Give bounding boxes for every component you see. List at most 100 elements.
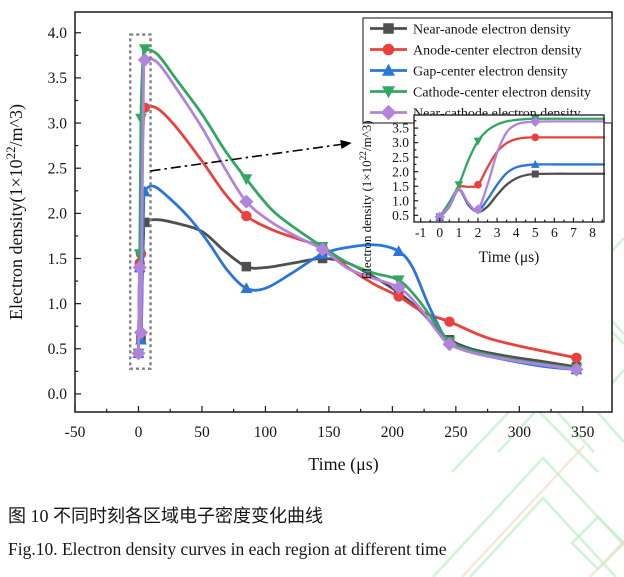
x-tick-label: 250 (444, 424, 468, 441)
y-tick-label: 3.0 (48, 115, 68, 132)
zoom-callout-arrow-line (150, 142, 352, 172)
watermark-peach-shape (589, 540, 624, 577)
x-tick-label: -1 (415, 225, 426, 240)
y-tick-label: 1.5 (48, 251, 68, 268)
caption-english: Fig.10. Electron density curves in each … (8, 539, 447, 559)
x-tick-label: 300 (508, 424, 532, 441)
x-tick-label: 50 (194, 424, 210, 441)
legend-label-anode_center: Anode-center electron density (413, 43, 582, 58)
legend-item-anode_center: Anode-center electron density (370, 43, 582, 58)
watermark-green-shape (469, 496, 617, 577)
series-gap_center-marker (392, 245, 405, 257)
series-near_cathode-marker (137, 52, 152, 67)
x-tick-label: 4 (513, 225, 520, 240)
x-tick-label: 350 (571, 424, 595, 441)
x-tick-label: 6 (551, 225, 558, 240)
series-layer-inset (434, 115, 605, 222)
series-near_anode-marker (241, 261, 252, 272)
series-near_cathode-marker (391, 280, 406, 295)
legend-item-gap_center: Gap-center electron density (370, 63, 568, 79)
series-near_cathode-marker (434, 211, 445, 222)
legend: Near-anode electron density Anode-center … (362, 17, 613, 124)
legend-marker-square (383, 23, 394, 34)
series-cathode_center-marker (240, 174, 253, 186)
watermark-green-shape (570, 515, 624, 571)
x-tick-label: -50 (65, 424, 86, 441)
y-tick-label: 1.0 (392, 193, 409, 208)
y-tick-label: 3.0 (392, 135, 409, 150)
series-anode_center-marker (393, 291, 404, 302)
watermark-peach-shape (461, 445, 585, 577)
watermark-green-shape (432, 456, 624, 577)
series-anode_center-marker (571, 352, 582, 364)
series-cathode_center-marker (473, 137, 483, 146)
legend-label-cathode_center: Cathode-center electron density (413, 85, 591, 100)
series-near_cathode-marker (133, 325, 149, 340)
chart-inset: -1 0 1 2 3 4 5 6 7 8 0.51.01.52.02.53.03.5 Time (μs… (359, 114, 605, 280)
plot-area-inset (414, 115, 604, 222)
series-near_anode-marker (531, 170, 539, 178)
x-tick-label: 100 (254, 424, 278, 441)
x-tick-label: 1 (455, 225, 462, 240)
series-near_cathode-marker (569, 362, 584, 377)
series-anode_center-marker (444, 316, 455, 327)
series-anode_center-marker (474, 180, 482, 189)
y-tick-label: 4.0 (48, 25, 68, 42)
y-tick-label: 2.0 (392, 164, 409, 179)
series-near_cathode-marker (131, 346, 146, 361)
series-cathode_center-line (438, 117, 605, 218)
y-axis-label-main: Electron density(1×1022/m^3) (3, 104, 27, 320)
y-tick-label: 1.5 (392, 179, 409, 194)
y-axis-label-inset: Electron density (1×1022/m^3) (359, 120, 374, 279)
series-gap_center-marker (530, 159, 540, 168)
series-near_cathode-marker (442, 337, 457, 352)
series-near_cathode-marker (239, 194, 254, 209)
zoom-region-dashed-box (129, 33, 152, 370)
y-tick-label: 2.5 (392, 150, 409, 165)
y-tick-label: 3.5 (392, 121, 409, 136)
caption-chinese: 图 10 不同时刻各区域电子密度变化曲线 (8, 506, 323, 526)
x-axis-label-main: Time (μs) (308, 454, 379, 475)
legend-marker-diamond (380, 104, 397, 121)
x-tick-label: 200 (381, 424, 405, 441)
series-near_cathode-marker (530, 116, 541, 127)
legend-marker-triangle-up (381, 63, 396, 76)
legend-item-cathode_center: Cathode-center electron density (370, 85, 591, 100)
series-gap_center-marker (240, 282, 253, 294)
series-layer-main (131, 44, 584, 377)
series-anode_center-line (438, 136, 605, 219)
x-tick-label: 2 (475, 225, 482, 240)
series-near_cathode-marker (315, 242, 330, 257)
series-cathode_center-marker (138, 44, 151, 56)
series-near_cathode-marker (472, 204, 484, 215)
x-tick-label: 0 (436, 225, 443, 240)
y-tick-label: 2.0 (48, 206, 68, 223)
x-tick-label: 7 (570, 225, 577, 240)
x-axis-label-inset: Time (μs) (479, 249, 540, 266)
electron-density-figure: -50 0 50 100 150 200 250 300 3500.00.51.01.52.02… (3, 11, 613, 475)
legend-label-gap_center: Gap-center electron density (413, 64, 568, 79)
y-tick-label: 0.5 (392, 208, 409, 223)
series-anode_center-marker (241, 210, 252, 222)
legend-label-near_anode: Near-anode electron density (413, 22, 571, 37)
axes-frame-inset (413, 114, 605, 223)
legend-marker-triangle-down (381, 86, 396, 99)
series-near_cathode-line (137, 56, 578, 371)
y-tick-label: 1.0 (48, 296, 68, 313)
x-tick-label: 3 (494, 225, 501, 240)
x-tick-label: 150 (317, 424, 341, 441)
series-near_anode-marker (140, 217, 150, 228)
axes-frame-main (74, 11, 613, 413)
series-near_cathode-line (438, 120, 605, 218)
y-tick-label: 0.0 (48, 386, 68, 403)
zoom-callout-arrow-head (340, 139, 352, 149)
y-tick-label: 2.5 (48, 160, 68, 177)
chart-main: -50 0 50 100 150 200 250 300 3500.00.51.01.52.02… (3, 11, 613, 475)
series-cathode_center-marker (454, 181, 464, 190)
y-tick-label: 3.5 (48, 70, 68, 87)
legend-marker-circle (382, 43, 395, 56)
ticks-main (74, 32, 584, 412)
y-tick-label: 0.5 (48, 341, 68, 358)
x-tick-label: 5 (532, 225, 539, 240)
